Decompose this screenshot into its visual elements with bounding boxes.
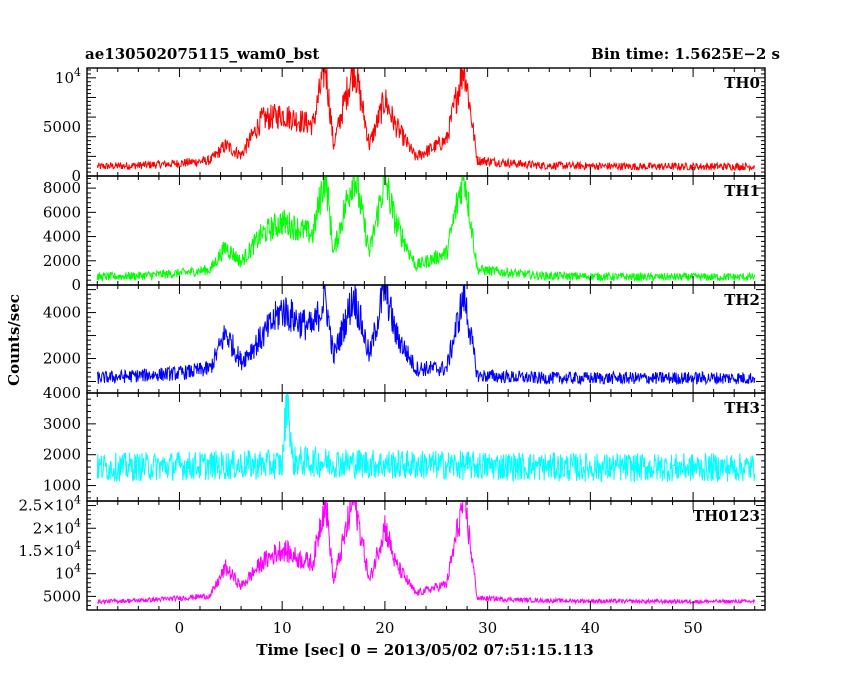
y-tick-label: 2000 <box>43 252 81 270</box>
chart-title: ae130502075115_wam0_bst <box>85 45 319 63</box>
panel-frame <box>86 175 766 286</box>
y-tick-label: 8000 <box>43 179 81 197</box>
y-tick-label: 0 <box>71 276 81 294</box>
x-axis: 0 10 20 30 40 50 <box>175 619 703 637</box>
y-tick-label: 2000 <box>43 350 81 368</box>
x-tick-label: 10 <box>273 619 292 637</box>
y-tick-label: 4000 <box>43 304 81 322</box>
x-tick-label: 20 <box>375 619 394 637</box>
y-tick-label: 2.5×104 <box>18 494 81 515</box>
x-tick-label: 30 <box>478 619 497 637</box>
y-tick-label: 2×104 <box>33 516 81 537</box>
y-tick-label: 6000 <box>43 203 81 221</box>
x-axis-label: Time [sec] 0 = 2013/05/02 07:51:15.113 <box>256 641 593 659</box>
y-tick-label: 4000 <box>43 384 81 402</box>
series-line-th2 <box>96 285 756 386</box>
panel-label: TH3 <box>724 399 760 417</box>
panel-label: TH0 <box>724 74 760 92</box>
y-tick-label: 2000 <box>43 446 81 464</box>
y-tick-label: 4000 <box>43 228 81 246</box>
y-tick-label: 0 <box>71 167 81 185</box>
y-tick-label: 1.5×104 <box>18 539 81 560</box>
panel-frame <box>86 392 766 502</box>
panels-group: 0 5000 104 TH0 0 2000 4000 6000 8000 TH1 2000 4000 T… <box>18 66 766 611</box>
panel-th3: 1000 2000 3000 4000 TH3 <box>43 384 766 502</box>
y-tick-label: 5000 <box>43 587 81 605</box>
series-line-th1 <box>96 176 756 283</box>
x-tick-label: 50 <box>684 619 703 637</box>
panel-label: TH1 <box>724 182 760 200</box>
panel-th2: 2000 4000 TH2 <box>43 284 766 394</box>
panel-th0: 0 5000 104 TH0 <box>43 66 766 185</box>
panel-label: TH0123 <box>693 507 760 525</box>
series-line-th0 <box>96 68 756 173</box>
bin-time-label: Bin time: 1.5625E−2 s <box>591 45 780 63</box>
x-tick-label: 40 <box>581 619 600 637</box>
y-tick-label: 104 <box>55 562 81 583</box>
panel-frame <box>86 500 766 611</box>
series-line-th0123 <box>96 501 756 606</box>
panel-th1: 0 2000 4000 6000 8000 TH1 <box>43 175 766 294</box>
y-tick-label: 1000 <box>43 477 81 495</box>
panel-label: TH2 <box>724 291 760 309</box>
y-tick-label: 104 <box>55 66 81 87</box>
y-axis-label: Counts/sec <box>5 294 23 386</box>
x-tick-label: 0 <box>175 619 185 637</box>
y-tick-label: 3000 <box>43 415 81 433</box>
y-tick-label: 5000 <box>43 118 81 136</box>
series-line-th3 <box>96 393 756 483</box>
